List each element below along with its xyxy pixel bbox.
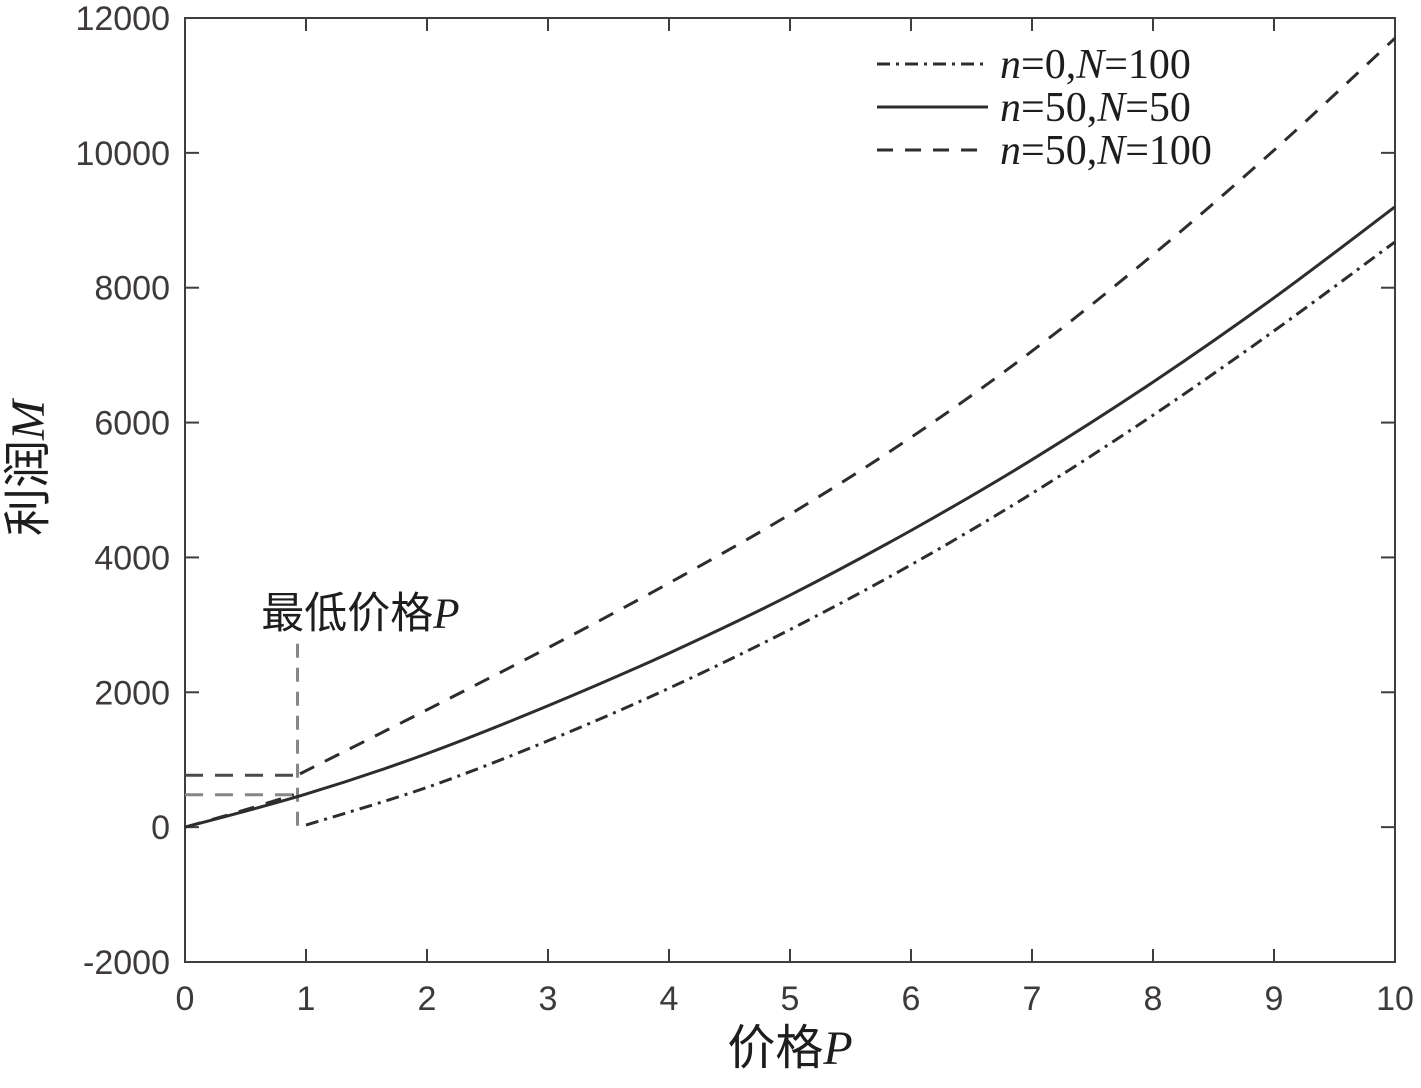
x-tick-labels: 0 1 2 3 4 5 6 7 8 9 10	[176, 980, 1414, 1018]
x-tick-label: 0	[176, 980, 195, 1018]
curve-dashed	[184, 793, 295, 829]
min-price-label: 最低价格P	[261, 591, 459, 638]
curve-solid	[184, 205, 1396, 829]
y-axis-label: 利润M	[2, 397, 55, 536]
x-tick-label: 2	[418, 980, 437, 1018]
x-tick-label: 1	[297, 980, 316, 1018]
min-price-annotation: 最低价格P	[185, 591, 460, 826]
x-tick-label: 10	[1376, 980, 1414, 1018]
x-tick-label: 7	[1023, 980, 1042, 1018]
x-tick-label: 4	[660, 980, 679, 1018]
legend-entry-label: n=50,N=100	[1000, 128, 1212, 174]
axis-labels: 价格P 利润M	[2, 397, 853, 1075]
x-tick-label: 5	[781, 980, 800, 1018]
legend-entry-label: n=0,N=100	[1000, 42, 1191, 88]
legend-entry-label: n=50,N=50	[1000, 85, 1191, 131]
y-tick-label: 12000	[75, 0, 170, 38]
x-tick-label: 9	[1265, 980, 1284, 1018]
y-tick-labels: -2000 0 2000 4000 6000 8000 10000 12000	[75, 0, 170, 982]
y-tick-label: 2000	[94, 674, 170, 712]
axis-ticks	[184, 17, 1396, 963]
series-curves	[184, 37, 1397, 829]
y-tick-label: 4000	[94, 539, 170, 577]
curve-dash-dot	[305, 240, 1396, 827]
x-tick-label: 6	[902, 980, 921, 1018]
x-tick-label: 3	[539, 980, 558, 1018]
x-tick-label: 8	[1144, 980, 1163, 1018]
plot-border	[184, 17, 1396, 963]
y-tick-label: 0	[151, 809, 170, 847]
x-axis-label: 价格P	[727, 1022, 852, 1075]
y-tick-label: 6000	[94, 405, 170, 443]
curve-dashed	[299, 37, 1397, 776]
y-tick-label: 10000	[75, 135, 170, 173]
y-tick-label: 8000	[94, 270, 170, 308]
y-tick-label: -2000	[83, 944, 170, 982]
